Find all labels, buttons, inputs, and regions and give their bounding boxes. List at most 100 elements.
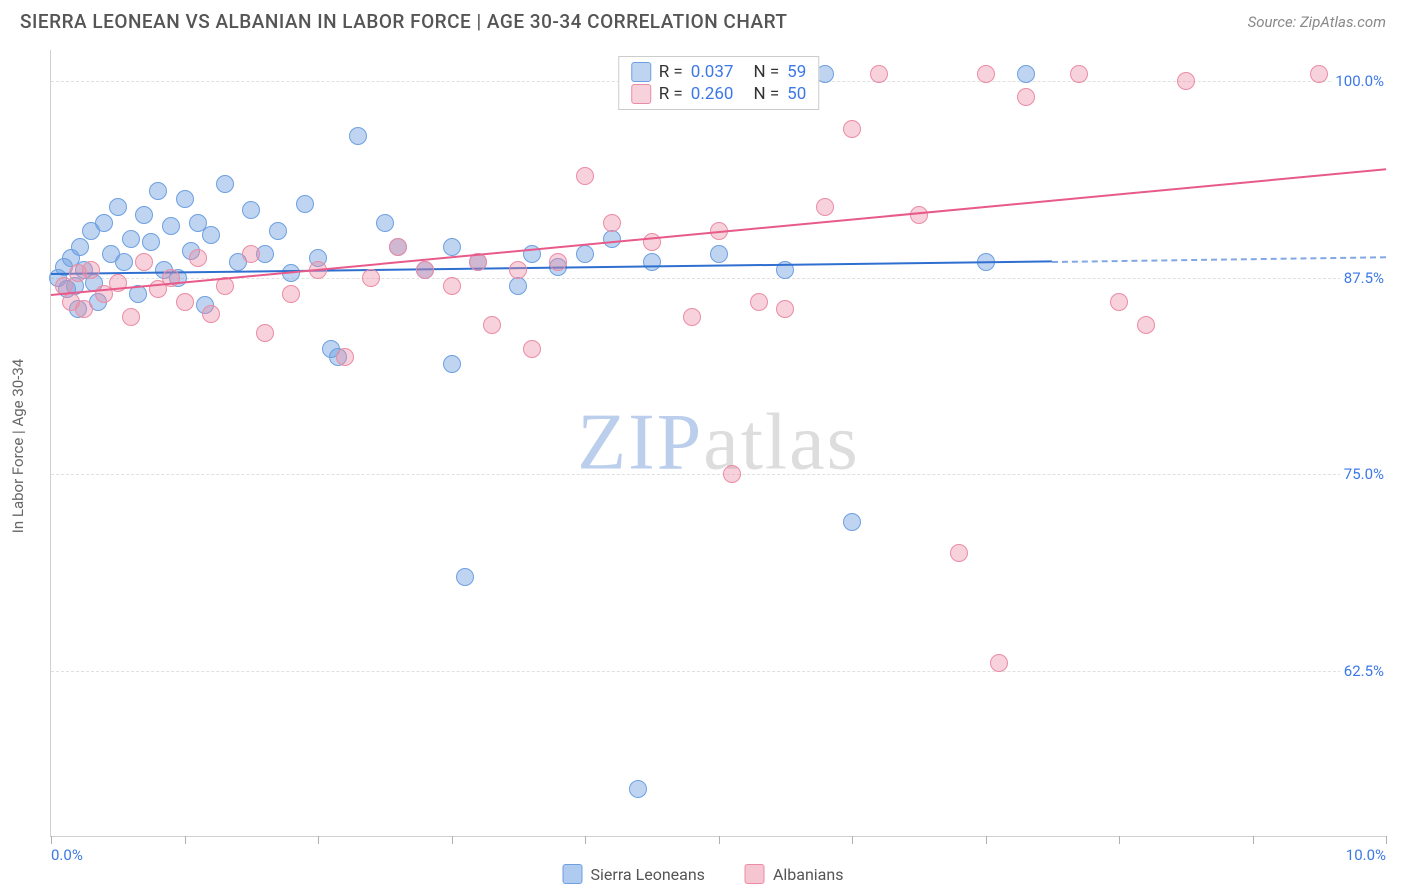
data-point [523, 340, 541, 358]
legend-label-sierra: Sierra Leoneans [591, 865, 705, 884]
data-point [750, 293, 768, 311]
x-tick [852, 836, 853, 844]
legend-swatch-albanian [745, 864, 765, 884]
data-point [135, 206, 153, 224]
data-point [723, 465, 741, 483]
data-point [389, 238, 407, 256]
n-label: N = [753, 62, 779, 82]
data-point [416, 261, 434, 279]
data-point [202, 226, 220, 244]
data-point [362, 269, 380, 287]
data-point [349, 127, 367, 145]
gridline [51, 474, 1386, 475]
data-point [576, 245, 594, 263]
y-tick-label: 62.5% [1340, 662, 1388, 680]
legend-item-sierra: Sierra Leoneans [563, 864, 705, 884]
data-point [216, 175, 234, 193]
data-point [549, 253, 567, 271]
stats-legend-row: R =0.037N =59 [631, 61, 807, 83]
stats-swatch [631, 62, 651, 82]
data-point [202, 305, 220, 323]
data-point [950, 544, 968, 562]
stats-swatch [631, 84, 651, 104]
y-tick-label: 75.0% [1340, 465, 1388, 483]
n-value: 59 [787, 62, 806, 82]
x-tick [318, 836, 319, 844]
data-point [576, 167, 594, 185]
data-point [990, 654, 1008, 672]
legend-label-albanian: Albanians [773, 865, 844, 884]
gridline [51, 671, 1386, 672]
data-point [1070, 65, 1088, 83]
data-point [122, 230, 140, 248]
data-point [509, 261, 527, 279]
trend-line [51, 168, 1386, 296]
data-point [603, 230, 621, 248]
data-point [1177, 72, 1195, 90]
x-tick-label: 0.0% [51, 846, 83, 864]
x-tick [185, 836, 186, 844]
data-point [1137, 316, 1155, 334]
data-point [122, 308, 140, 326]
data-point [843, 513, 861, 531]
x-tick [452, 836, 453, 844]
data-point [1110, 293, 1128, 311]
x-tick [986, 836, 987, 844]
data-point [162, 217, 180, 235]
data-point [1017, 88, 1035, 106]
x-tick-label: 10.0% [1346, 846, 1386, 864]
n-label: N = [753, 84, 779, 104]
data-point [1017, 65, 1035, 83]
data-point [629, 780, 647, 798]
data-point [115, 253, 133, 271]
data-point [843, 120, 861, 138]
data-point [483, 316, 501, 334]
r-label: R = [659, 62, 683, 82]
scatter-chart: ZIPatlas 62.5%75.0%87.5%100.0%0.0%10.0%R… [50, 50, 1386, 837]
stats-legend-row: R =0.260N =50 [631, 83, 807, 105]
stats-legend: R =0.037N =59R =0.260N =50 [618, 56, 820, 110]
legend-item-albanian: Albanians [745, 864, 844, 884]
x-tick [51, 836, 52, 844]
data-point [282, 285, 300, 303]
legend-swatch-sierra [563, 864, 583, 884]
data-point [336, 348, 354, 366]
data-point [443, 355, 461, 373]
data-point [296, 195, 314, 213]
data-point [82, 261, 100, 279]
watermark-zip: ZIP [577, 399, 703, 487]
x-tick [719, 836, 720, 844]
data-point [256, 324, 274, 342]
data-point [710, 245, 728, 263]
data-point [135, 253, 153, 271]
y-tick-label: 100.0% [1331, 72, 1388, 90]
x-tick [1386, 836, 1387, 844]
n-value: 50 [787, 84, 806, 104]
data-point [870, 65, 888, 83]
data-point [242, 201, 260, 219]
data-point [456, 568, 474, 586]
data-point [643, 233, 661, 251]
gridline [51, 278, 1386, 279]
data-point [109, 198, 127, 216]
trend-line [1052, 256, 1386, 263]
data-point [142, 233, 160, 251]
data-point [816, 198, 834, 216]
data-point [189, 249, 207, 267]
chart-title: SIERRA LEONEAN VS ALBANIAN IN LABOR FORC… [20, 10, 787, 33]
data-point [376, 214, 394, 232]
r-value: 0.260 [691, 84, 734, 104]
y-axis-label: In Labor Force | Age 30-34 [9, 359, 27, 533]
data-point [443, 277, 461, 295]
data-point [1310, 65, 1328, 83]
data-point [71, 238, 89, 256]
data-point [603, 214, 621, 232]
x-tick [1119, 836, 1120, 844]
data-point [95, 214, 113, 232]
data-point [509, 277, 527, 295]
data-point [683, 308, 701, 326]
footer-legend: Sierra Leoneans Albanians [563, 864, 844, 884]
y-tick-label: 87.5% [1340, 269, 1388, 287]
data-point [977, 65, 995, 83]
data-point [269, 222, 287, 240]
